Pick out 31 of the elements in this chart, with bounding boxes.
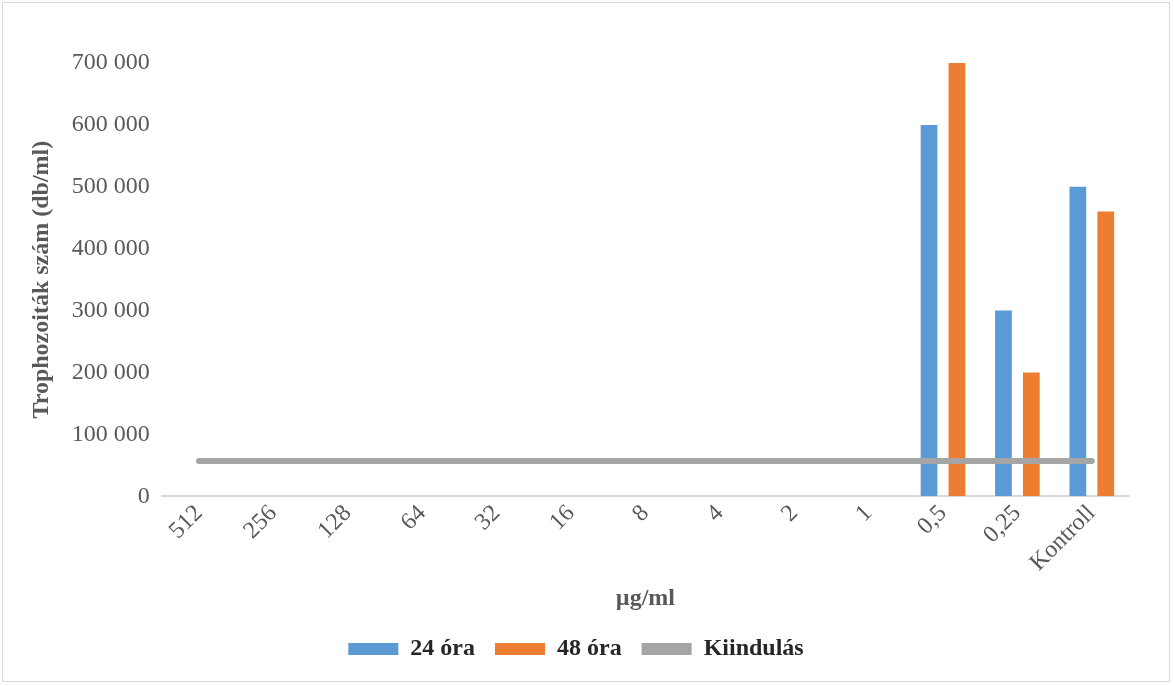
x-tick-label: 32 [469, 499, 505, 535]
x-tick-label: 64 [394, 499, 431, 535]
x-tick-label: 0,5 [911, 499, 951, 539]
y-tick-label: 500 000 [71, 172, 150, 199]
bar [920, 124, 938, 497]
y-tick-label: 200 000 [71, 357, 150, 384]
y-tick-label: 0 [137, 481, 150, 508]
y-tick-label: 300 000 [71, 295, 150, 322]
x-tick-label: 0,25 [977, 499, 1026, 548]
y-tick-label: 400 000 [71, 234, 150, 261]
x-tick-label: 512 [163, 499, 207, 543]
y-tick-label: 600 000 [71, 110, 150, 137]
x-tick-label: 256 [237, 499, 282, 543]
y-tick-label: 700 000 [71, 48, 150, 75]
x-tick-label: 128 [311, 499, 356, 543]
x-tick-label: 4 [700, 499, 728, 526]
legend-label: 24 óra [410, 634, 475, 661]
bar [948, 63, 966, 497]
bar [995, 310, 1012, 497]
legend-label: 48 óra [556, 634, 622, 661]
x-axis-title: µg/ml [615, 583, 676, 610]
bar [1022, 372, 1040, 497]
y-tick-label: 100 000 [71, 419, 150, 446]
x-tick-label: 16 [543, 499, 579, 535]
legend-label: Kiindulás [703, 634, 804, 661]
x-tick-label: 1 [849, 499, 877, 526]
x-tick-label: 8 [626, 499, 654, 526]
bar [1097, 211, 1115, 497]
y-axis-title: Trophozoiták szám (db/ml) [26, 140, 53, 419]
bar [1069, 186, 1087, 497]
x-tick-label: 2 [775, 499, 803, 526]
